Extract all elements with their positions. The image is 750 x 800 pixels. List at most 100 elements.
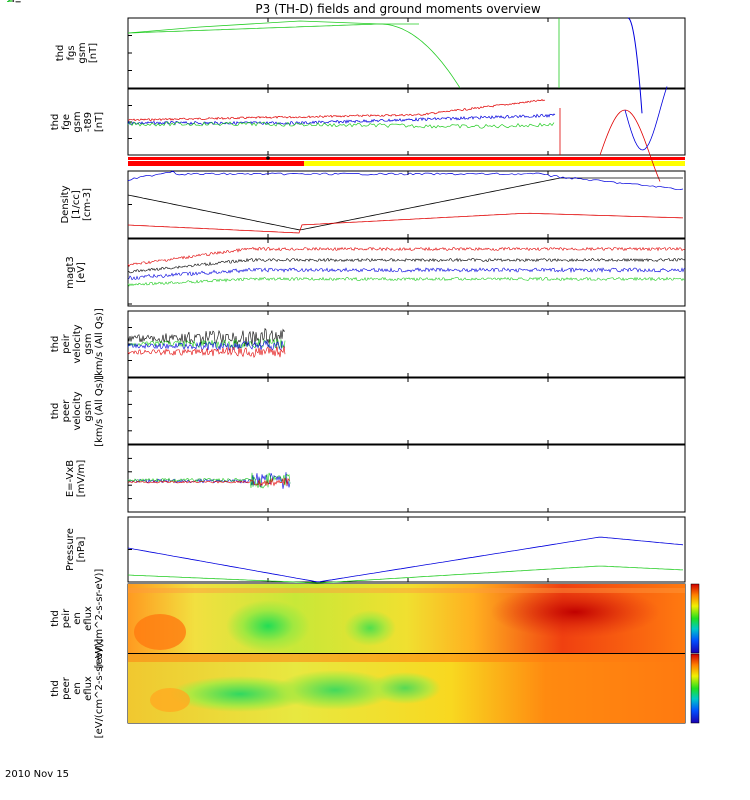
bz-red — [127, 98, 546, 122]
legend-vz: Vz — [0, 0, 12, 3]
te-perp-red — [127, 246, 686, 267]
pos-value: 3.4 — [0, 0, 15, 3]
ex-blue — [127, 472, 291, 489]
bx-blue — [127, 113, 556, 126]
bt-green — [127, 23, 419, 34]
legend-pt: Pt — [0, 0, 10, 3]
bz-red-arc — [599, 109, 661, 182]
legend-te: Te⊥ — [0, 0, 19, 3]
y-axis-label: E=-VxB[mV/m] — [65, 460, 87, 498]
legend-pe: Pe — [0, 0, 12, 3]
pos-value: -0.4 — [0, 0, 9, 3]
legend-bx: bx — [0, 0, 12, 3]
ey-green — [127, 472, 291, 489]
colorbar-label: 10⁴ — [0, 0, 15, 3]
colorbar-label: 10⁷ — [0, 0, 15, 3]
colorbar-label: 10⁸ — [0, 0, 15, 3]
colorbar-label: 10⁶ — [0, 0, 15, 3]
vx-blue — [127, 340, 286, 351]
pos-value: 0500 — [0, 0, 12, 3]
legend-by: by — [0, 0, 12, 3]
plot-date: 2010 Nov 15 — [5, 769, 69, 780]
status-marker — [266, 156, 270, 160]
panel-fgs: 100500-50-100thdfgsgsm[nT]Btbzbybx — [0, 0, 686, 89]
ni-black — [127, 177, 683, 231]
legend-te: Te∥ — [0, 0, 16, 3]
panel-pressure: 10.01.00.1Pressure[nPa]PtPbPePi — [0, 0, 686, 583]
panel-density: 100101Density[1/cc][cm-3]NeNiNpot — [0, 0, 686, 239]
legend-vy: Vy — [0, 0, 13, 3]
legend-bz: bz — [0, 0, 12, 3]
colorbar-electron — [690, 653, 700, 724]
panel-frame — [127, 238, 686, 307]
legend-vy: Vy — [0, 0, 13, 3]
panel-frame — [127, 516, 686, 583]
plot-title: P3 (TH-D) fields and ground moments over… — [255, 2, 540, 16]
legend-ey: Ey — [0, 0, 12, 3]
panel-fge: 100500-50-100thdfgegsm-t89[nT]BzByBx — [0, 0, 686, 156]
pos-value: 2.7 — [0, 0, 15, 3]
vz-red — [127, 346, 286, 359]
pos-value: 0530 — [0, 0, 12, 3]
panel-peir: 1050-5-10thdpeirvelocitygsm[km/s (All Qs… — [0, 0, 686, 380]
pos-value: 0400 — [0, 0, 24, 3]
panel-frame — [127, 444, 686, 513]
legend-ti: Ti⊥ — [0, 0, 17, 3]
panel-frame — [127, 377, 686, 445]
legend-by: By — [0, 0, 13, 3]
te-par-black — [127, 257, 686, 274]
pos-row-label: hhmm — [0, 0, 31, 3]
status-bar-yellow — [304, 161, 685, 166]
y-axis-label: thdpeireneflux[eV/(cm^2-s-sr-eV)] — [50, 569, 105, 669]
pos-value: 0430 — [0, 0, 12, 3]
pos-value: 0.6 — [0, 0, 8, 3]
pos-row-label: thd_X-GSM — [0, 0, 52, 3]
status-bar — [128, 156, 685, 166]
bx-blue-arc — [624, 86, 668, 151]
y-axis-label: thdfgsgsm[nT] — [55, 42, 99, 63]
pos-value: 2.5 — [0, 0, 8, 3]
pi-blue — [127, 536, 684, 583]
pos-value: -1.2 — [0, 0, 9, 3]
legend-ni: Ni — [0, 0, 10, 3]
y-axis-label: magt3[eV] — [65, 256, 87, 289]
legend-pb: Pb — [0, 0, 12, 3]
ne-red — [127, 212, 684, 234]
bx-blue-drop — [627, 17, 643, 114]
data-lines — [127, 17, 686, 584]
ti-perp-blue — [127, 267, 686, 281]
y-axis-label: Pressure[nPa] — [65, 528, 87, 571]
panel-temp: 100magt3[eV]Te⊥Te∥Ti⊥Ti∥ — [0, 0, 686, 307]
colorbar-ion — [690, 583, 700, 654]
pos-value: 1.5 — [0, 0, 8, 3]
legend-vx: Vx — [0, 0, 13, 3]
legend-vx: Vx — [0, 0, 13, 3]
pos-value: 3.2 — [0, 0, 8, 3]
legend-vt: Vt — [0, 0, 11, 3]
by-green — [127, 121, 555, 129]
colorbar-label: 10³ — [0, 0, 15, 3]
legend-pi: Pi — [0, 0, 9, 3]
y-axis-label: thdfgegsm-t89[nT] — [50, 111, 105, 132]
y-axis-label: thdpeervelocitygsm[km/s (All Qs)] — [50, 375, 105, 447]
colorbar-label: 10⁷ — [0, 0, 15, 3]
ez-red — [127, 477, 291, 487]
legend-bt: Bt — [0, 0, 11, 3]
legend-npot: Npot — [0, 0, 24, 3]
legend-ez: Ez — [0, 0, 12, 3]
legend-ti: Ti∥ — [0, 0, 14, 3]
colorbar-label: 10⁶ — [0, 0, 15, 3]
y-axis-label: Density[1/cc][cm-3] — [60, 185, 93, 223]
y-axis-label: thdpeereneflux[eV/(cm^2-s-sr-eV)] — [50, 639, 105, 739]
pos-value: 1.1 — [0, 0, 15, 3]
ion-spectrogram — [128, 584, 685, 653]
colorbar-label: 10⁵ — [0, 0, 15, 3]
panel-peer: 1.00.80.60.40.20.0thdpeervelocitygsm[km/… — [0, 0, 686, 447]
colorbar-label: 10⁵ — [0, 0, 15, 3]
legend-vt: Vt — [0, 0, 11, 3]
legend-bx: Bx — [0, 0, 13, 3]
legend-vz: Vz — [0, 0, 12, 3]
status-bar-red — [128, 161, 304, 166]
panel-frame — [127, 17, 686, 89]
